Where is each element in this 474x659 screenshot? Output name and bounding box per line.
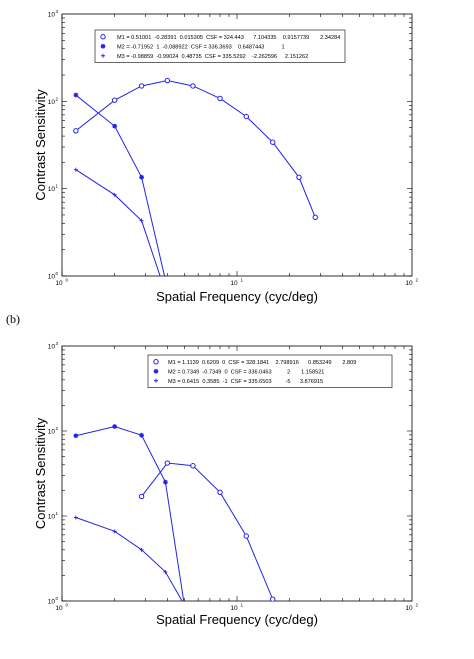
panel-b-label: (b) xyxy=(6,312,20,326)
data-point xyxy=(138,83,145,89)
legend-box xyxy=(94,29,346,63)
legend-box xyxy=(147,354,393,388)
data-point xyxy=(270,596,276,601)
y-tick-label-exp: 0 xyxy=(56,596,59,601)
y-tick-label: 10 xyxy=(48,12,56,19)
data-point xyxy=(217,489,223,496)
data-point xyxy=(190,463,196,469)
y-tick-label-exp: 0 xyxy=(56,271,59,276)
series-line xyxy=(141,462,274,600)
series-layer xyxy=(73,424,276,601)
data-point xyxy=(163,569,168,574)
x-tick-label: 10 xyxy=(230,280,238,287)
y-tick-label: 10 xyxy=(48,186,56,193)
data-point xyxy=(112,529,117,534)
data-point xyxy=(73,167,78,172)
legend-entry: M3 = -0.98859 -0.99024 0.48735 CSF = 335… xyxy=(117,54,308,60)
data-point xyxy=(139,547,144,552)
y-tick-label: 10 xyxy=(48,274,56,281)
series-line xyxy=(75,80,316,218)
x-tick-label: 10 xyxy=(55,280,63,287)
y-tick-label-exp: 2 xyxy=(56,426,59,431)
legend-marker xyxy=(100,34,106,40)
legend-entry: M1 = 1.1139 0.6209 0 CSF = 328.1841 2.79… xyxy=(168,360,356,366)
data-point xyxy=(243,533,249,539)
y-tick-label: 10 xyxy=(48,99,56,106)
data-point xyxy=(73,128,79,134)
y-tick-label-exp: 1 xyxy=(56,184,59,189)
series-line xyxy=(75,517,183,601)
data-point xyxy=(139,432,144,438)
data-point xyxy=(243,113,249,120)
series-layer xyxy=(73,77,318,276)
data-point xyxy=(312,214,318,221)
data-point xyxy=(73,433,79,439)
data-point xyxy=(164,77,171,84)
y-tick-label-exp: 3 xyxy=(56,9,59,14)
data-point xyxy=(112,192,117,197)
x-tick-label: 10 xyxy=(55,605,63,612)
x-axis-label: Spatial Frequency (cyc/deg) xyxy=(156,289,318,304)
legend-entry: M2 = 0.7349 -0.7349 0 CSF = 336.0463 2 1… xyxy=(168,369,324,375)
x-tick-label: 10 xyxy=(230,605,238,612)
x-tick-label-exp: 0 xyxy=(66,278,69,283)
data-point xyxy=(217,95,223,102)
x-tick-label: 10 xyxy=(405,280,413,287)
y-tick-label-exp: 2 xyxy=(56,96,59,101)
legend-entry: M1 = 0.51001 -0.28391 0.015305 CSF = 324… xyxy=(117,35,340,41)
data-point xyxy=(73,515,78,520)
y-tick-label: 10 xyxy=(48,599,56,606)
legend-marker xyxy=(101,53,105,58)
data-point xyxy=(270,139,276,145)
legend-marker xyxy=(100,43,106,49)
x-tick-label-exp: 1 xyxy=(241,278,244,283)
data-point xyxy=(139,218,144,223)
data-point xyxy=(163,479,168,485)
legend-marker xyxy=(153,368,159,374)
x-tick-label-exp: 1 xyxy=(241,603,244,608)
y-tick-label: 10 xyxy=(48,344,56,351)
legend-marker xyxy=(153,359,159,365)
y-tick-label: 10 xyxy=(48,514,56,521)
data-point xyxy=(190,83,196,89)
legend-entry: M2 = -0.71952 1 -0.088922 CSF = 336.3693… xyxy=(117,44,285,50)
data-point xyxy=(73,92,79,98)
legend-marker xyxy=(154,378,158,383)
x-tick-label-exp: 2 xyxy=(416,278,419,283)
data-point xyxy=(112,424,118,429)
data-point xyxy=(139,174,144,180)
y-tick-label-exp: 3 xyxy=(56,341,59,346)
data-point xyxy=(164,460,171,466)
series-line xyxy=(75,169,161,276)
x-tick-label-exp: 2 xyxy=(416,603,419,608)
data-point xyxy=(112,123,118,129)
x-tick-label: 10 xyxy=(405,605,413,612)
series-line xyxy=(75,94,166,276)
data-point xyxy=(138,493,145,500)
data-point xyxy=(111,97,118,103)
series-line xyxy=(75,425,185,601)
y-tick-label-exp: 1 xyxy=(56,511,59,516)
x-axis-label: Spatial Frequency (cyc/deg) xyxy=(156,612,318,627)
y-tick-label: 10 xyxy=(48,429,56,436)
y-axis-label: Contrast Sensitivity xyxy=(33,417,48,529)
data-point xyxy=(296,174,302,180)
x-tick-label-exp: 0 xyxy=(66,603,69,608)
legend-entry: M3 = 0.6415 0.3585 -1 CSF = 335.6503 -5 … xyxy=(168,379,323,385)
y-axis-label: Contrast Sensitivity xyxy=(33,89,48,201)
